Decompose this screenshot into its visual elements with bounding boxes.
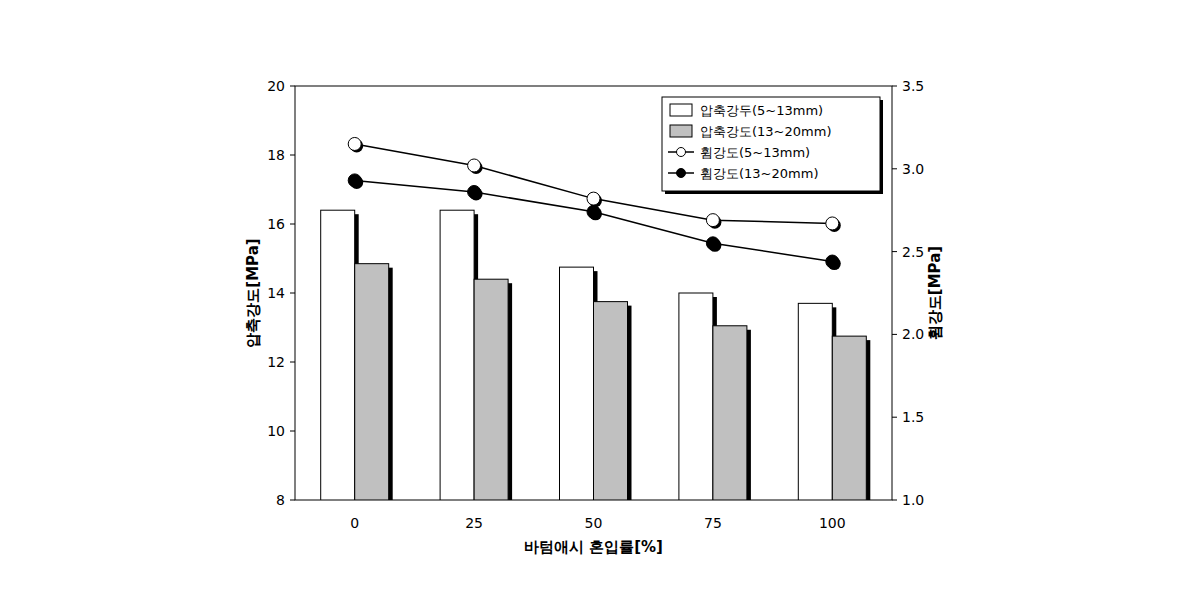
legend-swatch (670, 125, 692, 137)
y-tick (290, 224, 295, 225)
y-tick (290, 293, 295, 294)
marker (468, 185, 481, 198)
legend-swatch (670, 104, 692, 116)
y2-tick (892, 168, 897, 169)
y2-tick (892, 86, 897, 87)
y-tick (290, 500, 295, 501)
legend-box (662, 97, 880, 191)
marker (348, 174, 361, 187)
legend-label: 휨강도(13~20mm) (700, 166, 818, 181)
x-tick-label: 25 (465, 515, 483, 531)
marker (826, 255, 839, 268)
y2-tick (892, 500, 897, 501)
bar (594, 302, 628, 500)
y-tick-label: 12 (267, 354, 285, 370)
y2-tick (892, 334, 897, 335)
y-tick-label: 10 (267, 423, 285, 439)
legend: 압축강두(5~13mm) 압축강도(13~20mm) 휨강도(5~13mm) 휨강도(… (662, 97, 883, 194)
marker (826, 217, 839, 230)
legend-label: 압축강도(13~20mm) (700, 124, 831, 139)
bar (713, 326, 747, 500)
y-tick (290, 86, 295, 87)
y2-tick-label: 1.0 (902, 492, 924, 508)
legend-swatch-marker (677, 169, 686, 178)
y-axis-title: 압축강도[MPa] (244, 238, 262, 347)
marker (706, 237, 719, 250)
x-tick-label: 100 (819, 515, 846, 531)
y-tick-label: 18 (267, 147, 285, 163)
bar (560, 267, 594, 500)
bar (832, 336, 866, 500)
x-axis-title: 바텀애시 혼입률[%] (524, 538, 663, 556)
y2-tick-label: 2.0 (902, 326, 924, 342)
bar (321, 210, 355, 500)
y-tick-label: 20 (267, 78, 285, 94)
legend-swatch-marker (677, 148, 686, 157)
marker (587, 205, 600, 218)
marker (587, 192, 600, 205)
y-tick-label: 16 (267, 216, 285, 232)
x-tick-label: 75 (704, 515, 722, 531)
y2-tick-label: 2.5 (902, 244, 924, 260)
y2-tick-label: 1.5 (902, 409, 924, 425)
y-tick (290, 155, 295, 156)
x-tick-label: 50 (585, 515, 603, 531)
y2-tick (892, 251, 897, 252)
bar (355, 264, 389, 500)
y-tick (290, 362, 295, 363)
y-tick-label: 14 (267, 285, 285, 301)
marker (468, 159, 481, 172)
bar (474, 279, 508, 500)
legend-label: 휨강도(5~13mm) (700, 145, 810, 160)
y-tick (290, 431, 295, 432)
x-tick-label: 0 (350, 515, 359, 531)
y2-tick-label: 3.5 (902, 78, 924, 94)
legend-label: 압축강두(5~13mm) (700, 103, 823, 118)
y2-tick (892, 417, 897, 418)
bar (440, 210, 474, 500)
y2-tick-label: 3.0 (902, 161, 924, 177)
plot-frame (295, 86, 892, 500)
bar (679, 293, 713, 500)
bar (798, 303, 832, 500)
y-tick-label: 8 (276, 492, 285, 508)
marker (706, 214, 719, 227)
y2-axis-title: 휨강도[MPa] (926, 246, 944, 340)
marker (348, 137, 361, 150)
chart-svg: 8 10 12 14 16 18 20 1.0 1.5 2.0 2.5 3.0 3.5 0 25 50 75 10… (0, 0, 1190, 591)
